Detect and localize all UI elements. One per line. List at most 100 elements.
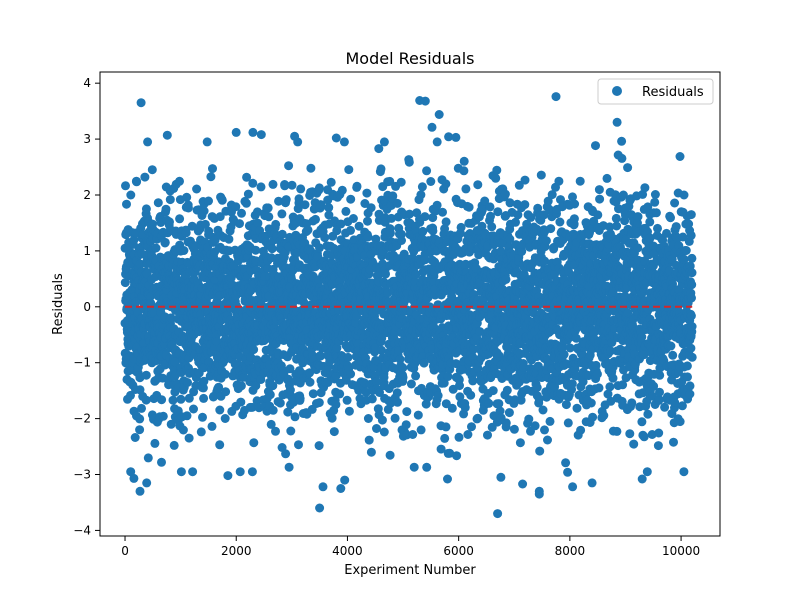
data-point bbox=[396, 177, 406, 187]
data-point bbox=[473, 180, 483, 190]
data-point bbox=[650, 197, 660, 207]
data-point bbox=[277, 229, 287, 239]
data-point bbox=[556, 195, 565, 205]
data-point bbox=[251, 245, 261, 255]
data-point bbox=[168, 395, 178, 405]
data-point bbox=[252, 207, 262, 217]
data-point bbox=[161, 204, 171, 214]
data-point bbox=[395, 354, 405, 364]
data-point bbox=[501, 418, 511, 428]
data-point bbox=[520, 200, 530, 210]
data-point bbox=[629, 439, 639, 449]
data-point bbox=[165, 195, 175, 205]
data-point bbox=[486, 211, 495, 221]
data-point bbox=[452, 451, 462, 461]
data-point bbox=[165, 217, 174, 227]
data-point bbox=[534, 394, 544, 404]
data-point bbox=[428, 226, 438, 236]
data-point bbox=[468, 376, 478, 386]
data-point bbox=[591, 141, 600, 151]
data-point bbox=[268, 381, 278, 391]
data-point bbox=[555, 217, 565, 227]
data-point bbox=[199, 376, 209, 386]
data-point bbox=[303, 225, 313, 235]
data-point bbox=[175, 214, 185, 224]
data-point bbox=[157, 395, 167, 405]
data-point bbox=[314, 441, 324, 451]
data-point bbox=[611, 213, 621, 223]
data-point bbox=[443, 372, 453, 381]
data-point bbox=[241, 198, 251, 208]
data-point bbox=[466, 390, 476, 400]
data-point bbox=[202, 137, 212, 147]
data-point bbox=[467, 422, 476, 432]
data-point bbox=[533, 203, 543, 213]
data-point bbox=[418, 226, 428, 236]
data-point bbox=[505, 234, 515, 244]
data-point bbox=[362, 188, 372, 198]
data-point bbox=[306, 163, 316, 173]
data-point bbox=[179, 246, 189, 255]
data-point bbox=[612, 426, 622, 436]
data-point bbox=[404, 157, 414, 167]
data-point bbox=[572, 403, 582, 413]
data-point bbox=[204, 226, 214, 236]
data-point bbox=[401, 420, 411, 430]
data-point bbox=[214, 382, 224, 392]
data-point bbox=[126, 390, 135, 400]
data-point bbox=[274, 196, 284, 206]
data-point bbox=[524, 414, 534, 424]
data-point bbox=[488, 386, 498, 396]
data-point bbox=[344, 406, 354, 416]
data-point bbox=[305, 377, 315, 387]
data-point bbox=[633, 243, 643, 253]
data-point bbox=[539, 210, 549, 220]
data-point bbox=[243, 189, 253, 199]
data-point bbox=[428, 213, 438, 223]
data-point bbox=[379, 427, 389, 437]
data-point bbox=[653, 441, 663, 451]
data-point bbox=[237, 208, 246, 218]
data-point bbox=[204, 196, 213, 206]
data-point bbox=[451, 359, 461, 369]
data-point bbox=[408, 430, 418, 439]
data-point bbox=[242, 172, 252, 182]
data-point bbox=[454, 432, 464, 442]
data-point bbox=[199, 206, 209, 216]
data-point bbox=[314, 398, 324, 408]
data-point bbox=[643, 202, 653, 212]
data-point bbox=[637, 417, 647, 427]
data-point bbox=[645, 233, 655, 243]
data-point bbox=[169, 440, 179, 450]
data-point bbox=[220, 369, 230, 379]
data-point bbox=[143, 137, 153, 147]
data-point bbox=[650, 190, 660, 199]
data-point bbox=[571, 333, 581, 343]
data-point bbox=[215, 440, 225, 450]
data-point bbox=[514, 180, 524, 190]
data-point bbox=[517, 247, 527, 256]
data-point bbox=[589, 328, 599, 338]
data-point bbox=[420, 255, 430, 265]
data-point bbox=[618, 380, 628, 390]
data-point bbox=[605, 222, 615, 232]
data-point bbox=[178, 425, 188, 435]
data-point bbox=[151, 243, 161, 253]
data-point bbox=[363, 232, 373, 242]
data-point bbox=[207, 421, 217, 431]
data-point bbox=[542, 392, 552, 402]
data-point bbox=[130, 433, 140, 442]
data-point bbox=[294, 440, 303, 450]
data-point bbox=[459, 156, 469, 166]
data-point bbox=[249, 438, 259, 448]
data-point bbox=[271, 426, 280, 436]
data-point bbox=[441, 179, 451, 189]
data-point bbox=[381, 269, 390, 279]
data-point bbox=[540, 425, 549, 435]
data-point bbox=[385, 228, 395, 238]
data-point bbox=[351, 318, 360, 328]
data-point bbox=[588, 412, 598, 422]
data-point bbox=[366, 447, 376, 457]
data-point bbox=[603, 389, 613, 399]
